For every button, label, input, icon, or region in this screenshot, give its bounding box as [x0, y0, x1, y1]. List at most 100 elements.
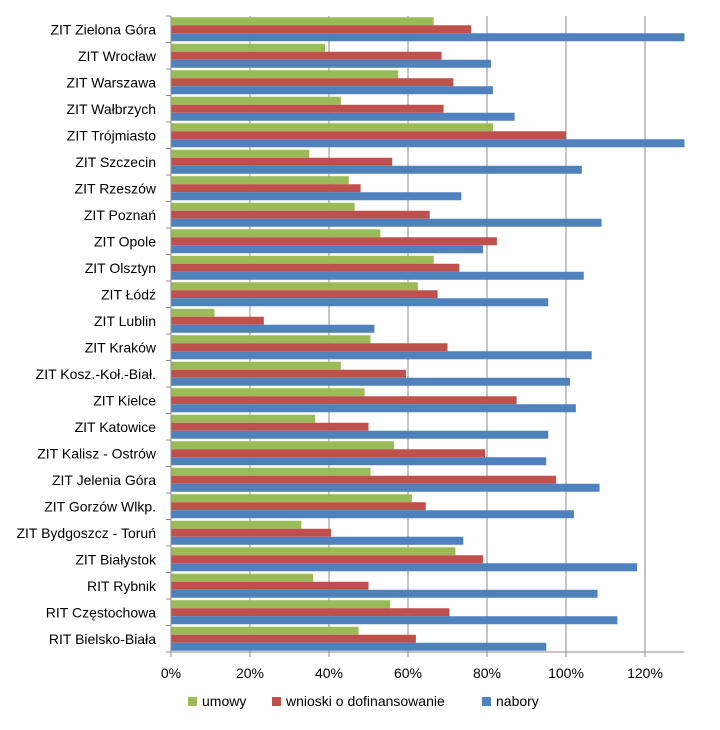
bar-nabory: [171, 642, 547, 651]
bar-umowy: [171, 17, 434, 26]
bar-nabory: [171, 33, 685, 42]
x-tick-label: 80%: [473, 665, 501, 681]
bar-wnioski-o-dofinansowanie: [171, 396, 517, 405]
bar-umowy: [171, 43, 326, 52]
category-label: ZIT Trójmiasto: [67, 127, 156, 143]
bar-wnioski-o-dofinansowanie: [171, 316, 264, 325]
category-label: ZIT Białystok: [75, 551, 157, 567]
bar-nabory: [171, 192, 462, 201]
category-label: RIT Bielsko-Biała: [49, 631, 156, 647]
bar-umowy: [171, 202, 355, 211]
bar-nabory: [171, 563, 638, 572]
bar-umowy: [171, 335, 371, 344]
bar-umowy: [171, 388, 365, 397]
bar-wnioski-o-dofinansowanie: [171, 25, 472, 34]
axes: [166, 15, 685, 657]
category-label: ZIT Zielona Góra: [50, 21, 156, 37]
legend-swatch-umowy: [188, 697, 197, 706]
bar-wnioski-o-dofinansowanie: [171, 210, 430, 219]
legend-swatch-nabory: [482, 697, 491, 706]
category-label: ZIT Łódź: [101, 286, 156, 302]
x-tick-label: 100%: [548, 665, 584, 681]
category-label: ZIT Gorzów Wlkp.: [44, 498, 156, 514]
gridlines: [249, 16, 646, 652]
bar-umowy: [171, 255, 434, 264]
bar-nabory: [171, 271, 584, 280]
category-label: ZIT Poznań: [84, 207, 156, 223]
bar-nabory: [171, 59, 491, 68]
bar-nabory: [171, 457, 547, 466]
category-label: ZIT Kielce: [93, 392, 156, 408]
bar-nabory: [171, 536, 464, 545]
bar-wnioski-o-dofinansowanie: [171, 290, 438, 299]
bar-nabory: [171, 218, 602, 227]
category-label: RIT Częstochowa: [46, 604, 156, 620]
bar-wnioski-o-dofinansowanie: [171, 449, 486, 458]
bar-umowy: [171, 547, 456, 556]
bar-umowy: [171, 96, 341, 105]
bar-umowy: [171, 123, 493, 132]
category-label: ZIT Kalisz - Ostrów: [37, 445, 157, 461]
bar-wnioski-o-dofinansowanie: [171, 237, 497, 246]
bar-umowy: [171, 414, 316, 423]
bar-wnioski-o-dofinansowanie: [171, 528, 331, 537]
bar-wnioski-o-dofinansowanie: [171, 51, 442, 60]
bar-nabory: [171, 298, 549, 307]
bar-nabory: [171, 589, 598, 598]
bar-umowy: [171, 361, 341, 370]
category-label: ZIT Wrocław: [78, 48, 157, 64]
bar-wnioski-o-dofinansowanie: [171, 502, 426, 511]
legend: umowy wnioski o dofinansowanie nabory: [188, 693, 539, 709]
category-label: ZIT Lublin: [94, 313, 156, 329]
bar-umowy: [171, 467, 371, 476]
bar-umowy: [171, 441, 395, 450]
category-label: RIT Rybnik: [87, 578, 157, 594]
bar-wnioski-o-dofinansowanie: [171, 78, 454, 87]
bar-wnioski-o-dofinansowanie: [171, 157, 393, 166]
category-labels: ZIT Zielona Góra ZIT Wrocław ZIT Warszawa Z…: [16, 21, 157, 647]
bar-nabory: [171, 510, 574, 519]
bar-nabory: [171, 112, 515, 121]
bar-nabory: [171, 139, 685, 148]
bar-wnioski-o-dofinansowanie: [171, 608, 450, 617]
bar-umowy: [171, 149, 310, 158]
bar-wnioski-o-dofinansowanie: [171, 343, 448, 352]
category-label: ZIT Wałbrzych: [67, 101, 156, 117]
category-label: ZIT Katowice: [75, 419, 157, 435]
bar-nabory: [171, 351, 592, 360]
bar-nabory: [171, 165, 582, 174]
bar-umowy: [171, 600, 391, 609]
category-label: ZIT Warszawa: [67, 74, 157, 90]
bar-nabory: [171, 616, 618, 625]
bar-wnioski-o-dofinansowanie: [171, 581, 369, 590]
category-label: ZIT Bydgoszcz - Toruń: [16, 525, 156, 541]
category-label: ZIT Opole: [94, 233, 156, 249]
x-tick-label: 60%: [394, 665, 422, 681]
bar-umowy: [171, 282, 418, 291]
legend-label: umowy: [202, 693, 246, 709]
x-tick-label: 20%: [236, 665, 264, 681]
bar-umowy: [171, 626, 359, 635]
legend-label: nabory: [496, 693, 539, 709]
bar-nabory: [171, 245, 484, 254]
legend-label: wnioski o dofinansowanie: [285, 693, 445, 709]
bar-wnioski-o-dofinansowanie: [171, 369, 407, 378]
bar-nabory: [171, 377, 570, 386]
category-label: ZIT Rzeszów: [75, 180, 157, 196]
bar-umowy: [171, 176, 349, 185]
bar-umowy: [171, 70, 399, 79]
x-tick-labels: 0% 20% 40% 60% 80% 100% 120%: [161, 665, 663, 681]
bar-nabory: [171, 86, 493, 95]
legend-swatch-wnioski-o-dofinansowanie: [272, 697, 281, 706]
bar-nabory: [171, 324, 375, 333]
x-tick-label: 0%: [161, 665, 181, 681]
category-label: ZIT Jelenia Góra: [52, 472, 156, 488]
bar-nabory: [171, 404, 576, 413]
category-label: ZIT Kraków: [85, 339, 157, 355]
bar-wnioski-o-dofinansowanie: [171, 555, 484, 564]
bar-wnioski-o-dofinansowanie: [171, 131, 566, 140]
bar-umowy: [171, 229, 381, 238]
category-label: ZIT Kosz.-Koł.-Biał.: [36, 366, 156, 382]
bar-umowy: [171, 494, 412, 503]
